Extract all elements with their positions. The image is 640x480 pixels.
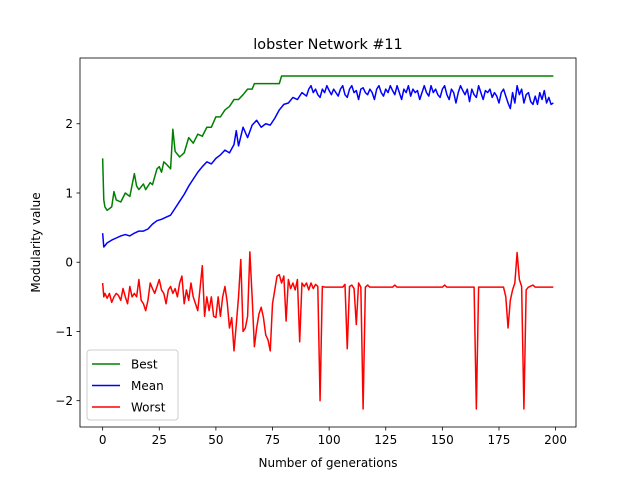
y-tick-label: −1 — [55, 325, 73, 339]
legend-label-best: Best — [131, 357, 158, 371]
y-tick-label: −2 — [55, 394, 73, 408]
x-tick-label: 75 — [265, 433, 280, 447]
series-line-best — [101, 75, 554, 212]
series-layer — [101, 75, 554, 410]
x-tick-label: 125 — [374, 433, 397, 447]
x-tick-label: 25 — [152, 433, 167, 447]
series-line-mean — [101, 84, 554, 248]
legend-label-mean: Mean — [131, 379, 164, 393]
x-tick-label: 175 — [488, 433, 511, 447]
x-axis: 0 25 50 75 100 125 150 175 200 — [99, 427, 567, 447]
y-tick-label: 2 — [65, 117, 73, 131]
x-tick-label: 0 — [99, 433, 107, 447]
x-tick-label: 200 — [544, 433, 567, 447]
plot-frame — [79, 57, 577, 428]
y-tick-label: 0 — [65, 256, 73, 270]
legend-box — [86, 349, 179, 421]
x-axis-title: Number of generations — [259, 456, 398, 470]
y-axis: −2 −1 0 1 2 — [55, 117, 80, 408]
x-tick-label: 150 — [431, 433, 454, 447]
y-tick-label: 1 — [65, 186, 73, 200]
legend-label-worst: Worst — [131, 400, 166, 414]
y-axis-title: Modularity value — [29, 192, 43, 292]
x-tick-label: 50 — [208, 433, 223, 447]
series-line-worst — [101, 251, 554, 410]
x-tick-label: 100 — [318, 433, 341, 447]
chart-title: lobster Network #11 — [253, 37, 402, 53]
legend: Best Mean Worst — [86, 349, 179, 421]
